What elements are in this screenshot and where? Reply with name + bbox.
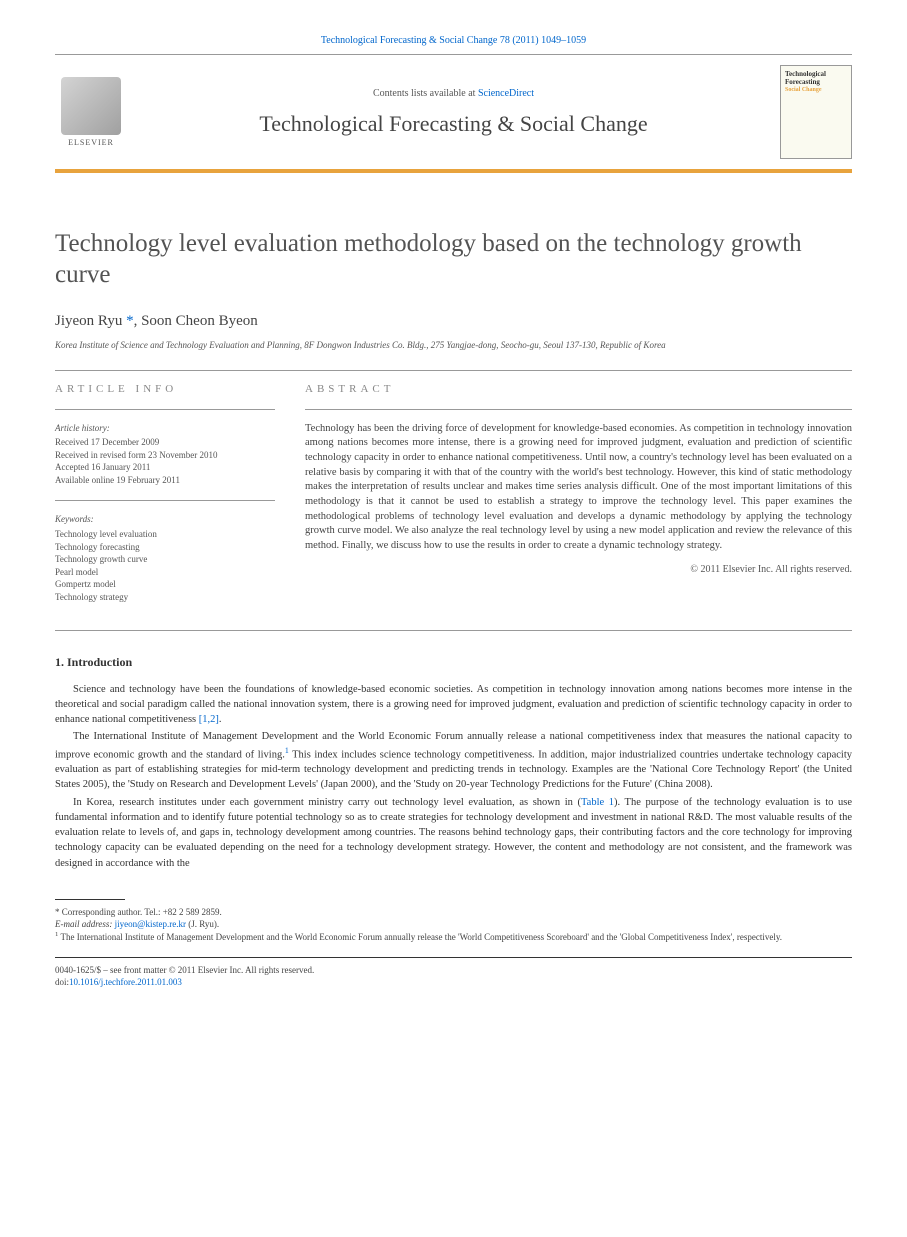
email-link[interactable]: jiyeon@kistep.re.kr [115, 919, 186, 929]
info-divider-1 [55, 409, 275, 410]
cover-title-line3: Social Change [785, 87, 847, 94]
para-text: Science and technology have been the fou… [55, 684, 852, 725]
abstract-header: abstract [305, 383, 852, 395]
info-abstract-section: article info Article history: Received 1… [55, 383, 852, 618]
divider-bottom [55, 630, 852, 631]
doi-link[interactable]: 10.1016/j.techfore.2011.01.003 [69, 977, 182, 987]
keywords-list: Technology level evaluation Technology f… [55, 528, 275, 604]
header-center: Contents lists available at ScienceDirec… [139, 88, 768, 137]
article-info-column: article info Article history: Received 1… [55, 383, 275, 618]
journal-reference-link[interactable]: Technological Forecasting & Social Chang… [55, 35, 852, 46]
sciencedirect-link[interactable]: ScienceDirect [478, 88, 534, 99]
elsevier-logo: ELSEVIER [55, 72, 127, 152]
body-paragraph: Science and technology have been the fou… [55, 682, 852, 728]
keyword-item: Pearl model [55, 566, 275, 579]
journal-title: Technological Forecasting & Social Chang… [139, 111, 768, 137]
keyword-item: Gompertz model [55, 578, 275, 591]
email-label: E-mail address: [55, 919, 115, 929]
doi-prefix: doi: [55, 977, 69, 987]
body-paragraph: In Korea, research institutes under each… [55, 795, 852, 871]
footnote-text: The International Institute of Managemen… [58, 932, 782, 942]
keyword-item: Technology strategy [55, 591, 275, 604]
issn-copyright-line: 0040-1625/$ – see front matter © 2011 El… [55, 964, 852, 976]
citation-link[interactable]: [1,2] [199, 714, 219, 725]
contents-available-line: Contents lists available at ScienceDirec… [139, 88, 768, 99]
email-footnote: E-mail address: jiyeon@kistep.re.kr (J. … [55, 918, 852, 930]
journal-cover-thumbnail: Technological Forecasting Social Change [780, 65, 852, 159]
contents-prefix: Contents lists available at [373, 88, 478, 99]
keywords-label: Keywords: [55, 513, 275, 526]
history-label: Article history: [55, 422, 275, 435]
author-name-1: Jiyeon Ryu [55, 313, 126, 329]
keyword-item: Technology level evaluation [55, 528, 275, 541]
author-list: Jiyeon Ryu *, Soon Cheon Byeon [55, 313, 852, 330]
journal-header: ELSEVIER Contents lists available at Sci… [55, 54, 852, 173]
section-heading-intro: 1. Introduction [55, 655, 852, 670]
body-paragraph: The International Institute of Managemen… [55, 729, 852, 792]
article-history-block: Article history: Received 17 December 20… [55, 422, 275, 487]
keyword-item: Technology forecasting [55, 541, 275, 554]
para-text: . [219, 714, 222, 725]
abstract-column: abstract Technology has been the driving… [305, 383, 852, 618]
footnote-divider [55, 899, 125, 900]
para-text: In Korea, research institutes under each… [73, 797, 581, 808]
author-affiliation: Korea Institute of Science and Technolog… [55, 340, 852, 350]
abstract-text: Technology has been the driving force of… [305, 422, 852, 554]
cover-title-line2: Forecasting [785, 78, 847, 86]
received-date: Received 17 December 2009 [55, 436, 275, 449]
cover-title-line1: Technological [785, 70, 847, 78]
footer-divider [55, 957, 852, 958]
author-name-2: , Soon Cheon Byeon [134, 313, 258, 329]
revised-date: Received in revised form 23 November 201… [55, 449, 275, 462]
abstract-copyright: © 2011 Elsevier Inc. All rights reserved… [305, 564, 852, 575]
keyword-item: Technology growth curve [55, 553, 275, 566]
info-divider-2 [55, 500, 275, 501]
email-suffix: (J. Ryu). [186, 919, 219, 929]
online-date: Available online 19 February 2011 [55, 474, 275, 487]
article-info-header: article info [55, 383, 275, 395]
abstract-divider [305, 409, 852, 410]
divider-top [55, 370, 852, 371]
elsevier-tree-icon [61, 77, 121, 135]
keywords-block: Keywords: Technology level evaluation Te… [55, 513, 275, 603]
footnote-1: 1 The International Institute of Managem… [55, 930, 852, 943]
article-title: Technology level evaluation methodology … [55, 228, 852, 291]
corresponding-author-footnote: * Corresponding author. Tel.: +82 2 589 … [55, 906, 852, 918]
elsevier-label: ELSEVIER [68, 138, 114, 147]
table-link[interactable]: Table 1 [581, 797, 614, 808]
corresponding-author-marker[interactable]: * [126, 313, 134, 329]
accepted-date: Accepted 16 January 2011 [55, 461, 275, 474]
doi-line: doi:10.1016/j.techfore.2011.01.003 [55, 976, 852, 988]
